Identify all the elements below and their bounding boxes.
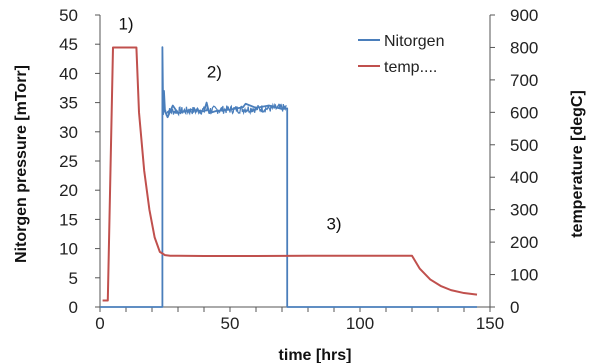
legend-label: Nitorgen [384,33,444,50]
series-noise-nitrogen [164,102,287,117]
annotation-label: 2) [207,62,222,81]
annotation-label: 3) [326,214,341,233]
legend-label: temp.... [384,59,437,76]
y-left-tick-label: 35 [59,94,78,113]
y-right-tick-label: 800 [510,38,538,57]
y-left-tick-label: 50 [59,6,78,25]
y-left-tick-label: 45 [59,35,78,54]
y-right-tick-label: 0 [510,298,519,317]
x-axis-label: time [hrs] [279,347,352,363]
x-tick-label: 50 [221,314,240,333]
y-right-tick-label: 300 [510,201,538,220]
y-axis-label-right: temperature [degC] [569,90,586,238]
y-left-tick-label: 25 [59,152,78,171]
y-left-tick-label: 40 [59,64,78,83]
legend: Nitorgen temp.... [358,33,444,76]
y-left-tick-label: 0 [69,298,78,317]
y-right-tick-label: 900 [510,6,538,25]
y-right-tick-label: 600 [510,103,538,122]
y-right-tick-label: 500 [510,136,538,155]
y-left-tick-label: 5 [69,269,78,288]
x-tick-label: 150 [476,314,504,333]
annotation-label: 1) [118,15,133,34]
y-right-tick-label: 100 [510,266,538,285]
y-left-tick-label: 20 [59,181,78,200]
x-tick-label: 100 [346,314,374,333]
x-tick-label: 0 [95,314,104,333]
series-layer [100,46,478,308]
y-right-tick-label: 400 [510,168,538,187]
annotation-layer: 1) 2) 3) [118,15,341,234]
y-left-tick-label: 30 [59,123,78,142]
y-left-tick-label: 10 [59,240,78,259]
y-right-tick-label: 200 [510,233,538,252]
y-axis-label-left: Nitorgen pressure [mTorr] [13,65,30,263]
y-right-tick-label: 700 [510,71,538,90]
axes-layer: 0 50 100 1500510152025303540455001002003004… [59,6,538,333]
series-line-temperature [102,46,478,302]
y-left-tick-label: 15 [59,210,78,229]
